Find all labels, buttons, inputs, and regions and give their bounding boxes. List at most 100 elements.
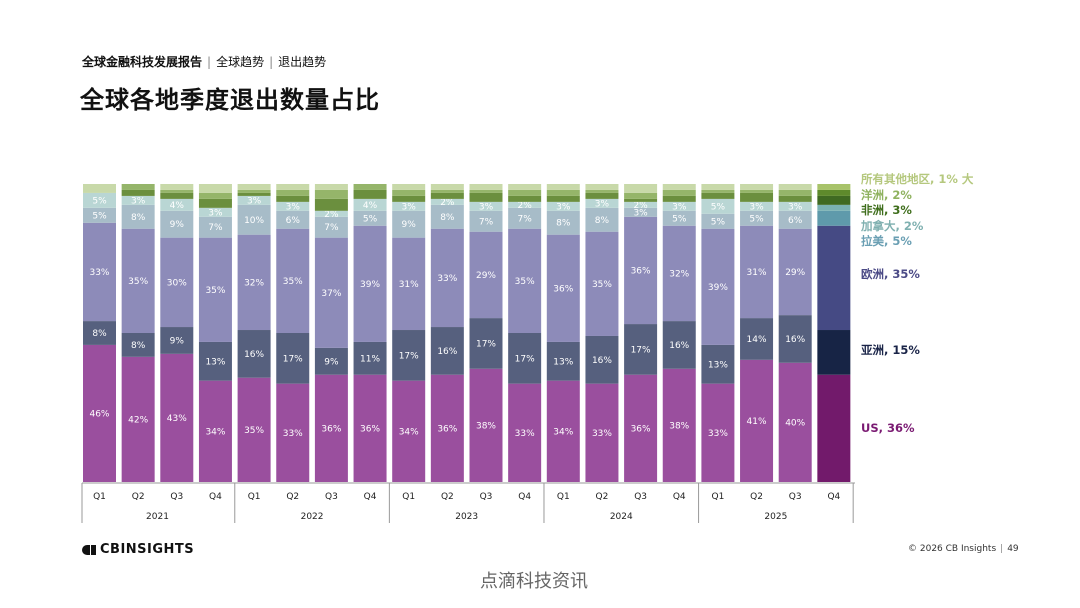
page-title: 全球各地季度退出数量占比 xyxy=(80,86,380,114)
x-tick-label: Q2 xyxy=(750,492,763,502)
bar-segment xyxy=(778,201,812,211)
data-label: 11% xyxy=(360,354,380,364)
data-label: 36% xyxy=(321,424,341,434)
bar-segment xyxy=(740,210,774,226)
bar-segment xyxy=(121,195,155,205)
data-label: 3% xyxy=(286,202,301,212)
bar-segment xyxy=(624,201,658,208)
bar-segment xyxy=(624,324,658,375)
bar-segment xyxy=(430,192,464,199)
bar-segment xyxy=(585,192,619,199)
data-label: 38% xyxy=(476,421,496,431)
bar-segment xyxy=(353,341,387,375)
bar-segment xyxy=(83,321,116,345)
data-label: 34% xyxy=(553,427,573,437)
bar-segment xyxy=(198,198,232,208)
bar-segment xyxy=(662,210,696,226)
data-label: 17% xyxy=(631,345,651,355)
legend-label: 非洲, 3% xyxy=(861,203,912,217)
data-label: 41% xyxy=(747,417,767,427)
bar-segment xyxy=(353,374,387,482)
bar-segment xyxy=(546,201,580,211)
data-label: 5% xyxy=(363,214,378,224)
legend-label: 洋洲, 2% xyxy=(861,188,912,202)
bar-segment xyxy=(160,327,194,354)
data-label: 3% xyxy=(672,202,687,212)
bar-segment xyxy=(276,195,310,202)
data-label: 13% xyxy=(708,360,728,370)
bar-segment xyxy=(546,234,580,342)
bar-segment xyxy=(585,383,619,482)
data-label: 8% xyxy=(440,213,455,223)
data-label: 29% xyxy=(476,271,496,281)
data-label: 4% xyxy=(170,201,185,211)
data-label: 36% xyxy=(437,424,457,434)
data-label: 17% xyxy=(399,351,419,361)
data-label: 5% xyxy=(749,214,764,224)
data-label: 42% xyxy=(128,415,148,425)
bar-segment xyxy=(817,225,851,331)
bar-segment xyxy=(198,192,232,199)
bar-segment xyxy=(353,210,387,226)
bar-segment xyxy=(430,327,464,375)
bar-segment xyxy=(314,347,348,375)
bar-segment xyxy=(817,195,851,205)
data-label: 8% xyxy=(556,219,571,229)
data-label: 3% xyxy=(247,196,262,206)
bar-segment xyxy=(353,198,387,211)
data-label: 43% xyxy=(167,414,187,424)
bar-segment xyxy=(276,228,310,333)
bar-segment xyxy=(585,335,619,384)
x-group-label: 2025 xyxy=(764,512,787,522)
bar-segment xyxy=(585,231,619,336)
bar-segment xyxy=(778,210,812,229)
watermark: 点滴科技资讯 xyxy=(480,571,588,592)
x-group-label: 2023 xyxy=(455,512,478,522)
data-label: 2% xyxy=(518,201,533,211)
data-label: 8% xyxy=(131,341,146,351)
bar-segment xyxy=(314,189,348,199)
data-label: 33% xyxy=(437,274,457,284)
data-label: 6% xyxy=(788,216,803,226)
bar-segment xyxy=(508,195,542,202)
legend-label: 加拿大, 2% xyxy=(860,219,924,233)
bar-segment xyxy=(314,216,348,238)
bar-segment xyxy=(276,184,310,190)
x-tick-label: Q4 xyxy=(673,492,686,502)
bar-segment xyxy=(662,225,696,322)
bar-segment xyxy=(778,195,812,202)
copyright-separator: | xyxy=(1000,544,1004,554)
bar-segment xyxy=(701,192,735,199)
bar-segment xyxy=(160,198,194,211)
data-label: 35% xyxy=(515,277,535,287)
data-label: 40% xyxy=(785,418,805,428)
data-label: 33% xyxy=(515,429,535,439)
data-label: 32% xyxy=(669,269,689,279)
bar-segment xyxy=(508,228,542,333)
data-label: 38% xyxy=(669,421,689,431)
data-label: 35% xyxy=(128,277,148,287)
bar-segment xyxy=(508,189,542,196)
bar-segment xyxy=(624,198,658,202)
cbinsights-logo-icon xyxy=(82,544,96,555)
bar-segment xyxy=(237,204,271,235)
legend-label: 拉美, 5% xyxy=(861,234,912,248)
bar-segment xyxy=(469,192,503,202)
bar-segment xyxy=(237,377,271,482)
data-label: 46% xyxy=(89,409,109,419)
data-label: 30% xyxy=(167,278,187,288)
bar-segment xyxy=(160,189,194,193)
bar-segment xyxy=(276,383,310,482)
cbinsights-logo: CB INSIGHTS xyxy=(82,542,194,557)
bar-segment xyxy=(508,207,542,229)
bar-segment xyxy=(237,234,271,331)
bar-segment xyxy=(392,237,426,331)
bar-segment xyxy=(817,374,851,482)
bar-segment xyxy=(198,216,232,238)
bar-segment xyxy=(469,368,503,482)
data-label: 36% xyxy=(553,284,573,294)
bar-segment xyxy=(430,198,464,205)
bar-segment xyxy=(662,189,696,196)
bar-segment xyxy=(469,210,503,232)
